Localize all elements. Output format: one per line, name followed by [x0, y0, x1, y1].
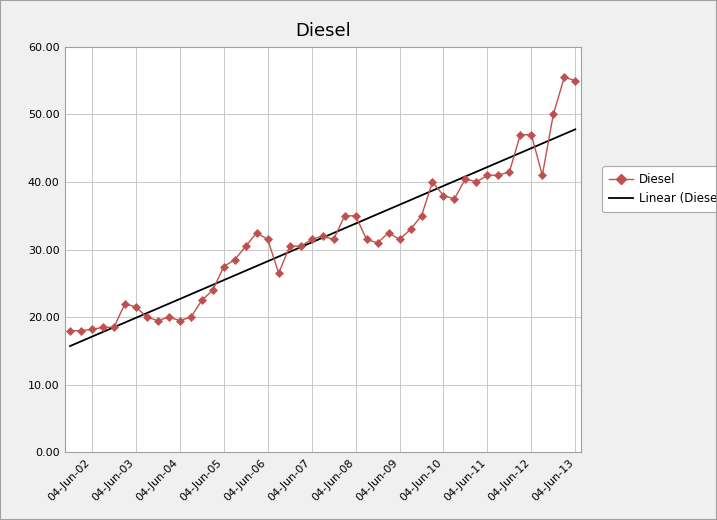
Legend: Diesel, Linear (Diesel): Diesel, Linear (Diesel) — [602, 166, 717, 212]
Title: Diesel: Diesel — [295, 22, 351, 40]
